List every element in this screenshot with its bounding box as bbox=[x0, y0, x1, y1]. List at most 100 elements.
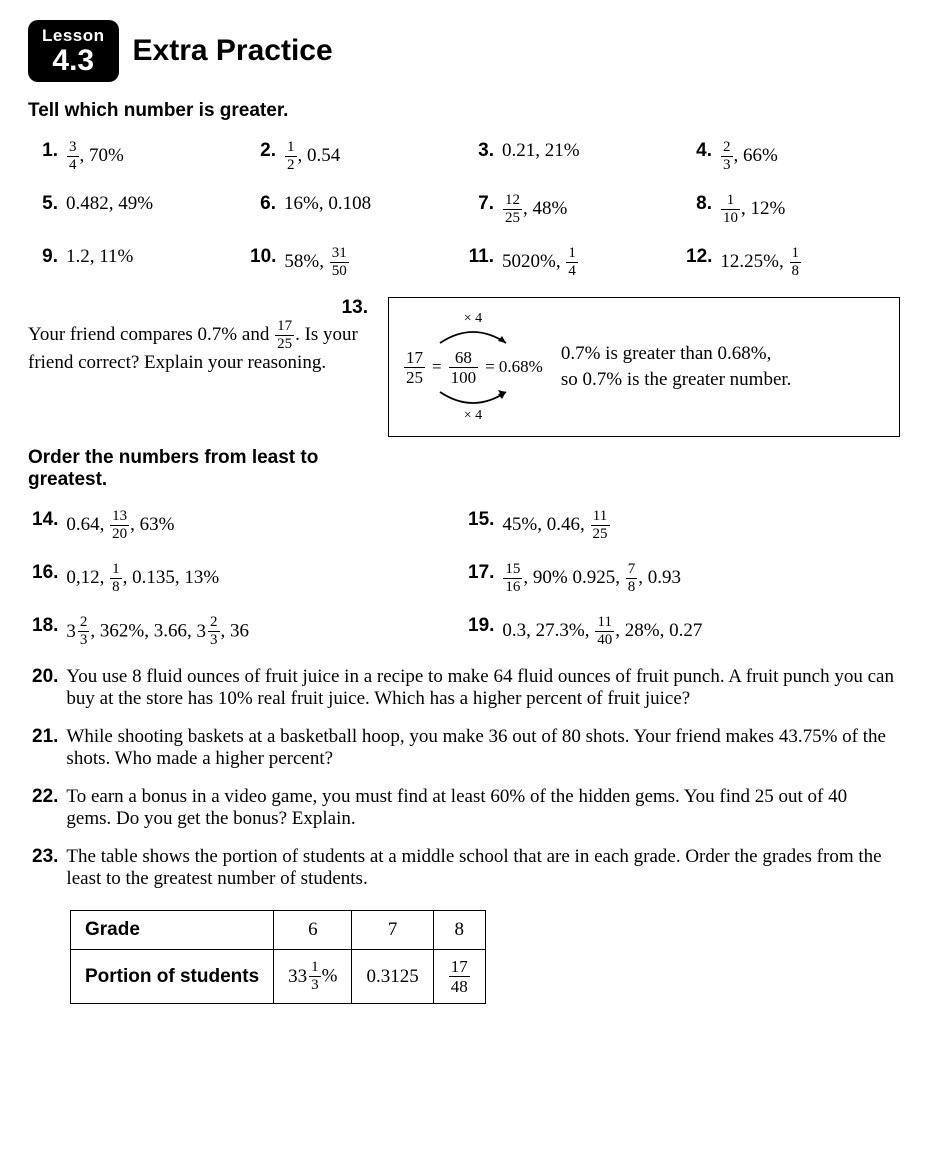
problem-number: 1. bbox=[32, 140, 66, 173]
problem-number: 15. bbox=[468, 509, 502, 542]
problem-text: 0.482, 49% bbox=[66, 193, 242, 226]
problem: 10.58%, 3150 bbox=[246, 236, 464, 289]
lesson-number: 4.3 bbox=[42, 46, 105, 76]
problem-text: 34, 70% bbox=[66, 140, 242, 173]
problem: 12.12.25%, 18 bbox=[682, 236, 900, 289]
problem-13-work-box: × 4 1725 = 68100 = 0.68% × 4 0.7% is gre… bbox=[388, 297, 900, 437]
problem-number: 4. bbox=[686, 140, 720, 173]
word-problem: 20.You use 8 fluid ounces of fruit juice… bbox=[28, 658, 900, 718]
problem: 6.16%, 0.108 bbox=[246, 183, 464, 236]
problem-text: The table shows the portion of students … bbox=[66, 846, 896, 890]
word-problems: 20.You use 8 fluid ounces of fruit juice… bbox=[28, 658, 900, 898]
grade-portion-table: Grade 6 7 8 Portion of students 3313% 0.… bbox=[70, 910, 486, 1004]
problem-text: You use 8 fluid ounces of fruit juice in… bbox=[66, 666, 896, 710]
problem-text: 1516, 90% 0.925, 78, 0.93 bbox=[502, 562, 896, 595]
problem: 5.0.482, 49% bbox=[28, 183, 246, 236]
problem-number: 5. bbox=[32, 193, 66, 226]
section1-instruction: Tell which number is greater. bbox=[28, 100, 900, 122]
problem-number: 12. bbox=[686, 246, 720, 279]
problem: 14.0.64, 1320, 63% bbox=[28, 499, 464, 552]
problem: 4.23, 66% bbox=[682, 130, 900, 183]
problem-number: 8. bbox=[686, 193, 720, 226]
table-cell: 1748 bbox=[433, 950, 485, 1004]
arrow-bottom-icon bbox=[428, 390, 518, 408]
work-equation-column: × 4 1725 = 68100 = 0.68% × 4 bbox=[403, 311, 543, 424]
word-problem: 23.The table shows the portion of studen… bbox=[28, 838, 900, 898]
problem-text: 1.2, 11% bbox=[66, 246, 242, 279]
problem-text: 5020%, 14 bbox=[502, 246, 678, 279]
problem-number: 22. bbox=[32, 786, 66, 830]
problem: 9.1.2, 11% bbox=[28, 236, 246, 289]
table-header-grade: Grade bbox=[71, 911, 274, 950]
problem: 3.0.21, 21% bbox=[464, 130, 682, 183]
problem-number: 10. bbox=[250, 246, 284, 279]
problem-text: 23, 66% bbox=[720, 140, 896, 173]
problem: 16.0,12, 18, 0.135, 13% bbox=[28, 552, 464, 605]
table-cell: 6 bbox=[274, 911, 352, 950]
section2-problems: 14.0.64, 1320, 63%15.45%, 0.46, 112516.0… bbox=[28, 499, 900, 658]
problem-number: 23. bbox=[32, 846, 66, 890]
table-row: Portion of students 3313% 0.3125 1748 bbox=[71, 950, 486, 1004]
problem-text: 110, 12% bbox=[720, 193, 896, 226]
table-row: Grade 6 7 8 bbox=[71, 911, 486, 950]
table-cell: 0.3125 bbox=[352, 950, 433, 1004]
problem-text: 16%, 0.108 bbox=[284, 193, 460, 226]
equals-1: = bbox=[432, 357, 442, 377]
problem-text: 0.21, 21% bbox=[502, 140, 678, 173]
problem-text: 0.64, 1320, 63% bbox=[66, 509, 460, 542]
problem-number: 18. bbox=[32, 615, 66, 648]
problem-number: 17. bbox=[468, 562, 502, 595]
problem: 11.5020%, 14 bbox=[464, 236, 682, 289]
fraction-left: 1725 bbox=[404, 349, 425, 386]
problem-number: 3. bbox=[468, 140, 502, 173]
page-title: Extra Practice bbox=[133, 34, 333, 68]
problem-13: 13. Your friend compares 0.7% and 1725. … bbox=[28, 297, 388, 374]
problem-number: 21. bbox=[32, 726, 66, 770]
table-cell: 3313% bbox=[274, 950, 352, 1004]
arrow-top-icon bbox=[428, 327, 518, 345]
problem: 17.1516, 90% 0.925, 78, 0.93 bbox=[464, 552, 900, 605]
problem: 19.0.3, 27.3%, 1140, 28%, 0.27 bbox=[464, 605, 900, 658]
fraction-mid: 68100 bbox=[449, 349, 479, 386]
problem-text: While shooting baskets at a basketball h… bbox=[66, 726, 896, 770]
problem: 1.34, 70% bbox=[28, 130, 246, 183]
problem-number: 7. bbox=[468, 193, 502, 226]
problem: 18.323, 362%, 3.66, 323, 36 bbox=[28, 605, 464, 658]
problem: 2.12, 0.54 bbox=[246, 130, 464, 183]
problem-number: 2. bbox=[250, 140, 284, 173]
problem-number: 19. bbox=[468, 615, 502, 648]
section2-instruction: Order the numbers from least to greatest… bbox=[28, 447, 388, 491]
equals-result: = 0.68% bbox=[485, 357, 543, 377]
problem: 15.45%, 0.46, 1125 bbox=[464, 499, 900, 552]
section1-problems: 1.34, 70%2.12, 0.543.0.21, 21%4.23, 66% 5… bbox=[28, 130, 900, 289]
problem-text: 12, 0.54 bbox=[284, 140, 460, 173]
table-header-portion: Portion of students bbox=[71, 950, 274, 1004]
problem-number: 6. bbox=[250, 193, 284, 226]
lesson-label: Lesson bbox=[42, 26, 105, 46]
table-cell: 8 bbox=[433, 911, 485, 950]
problem-number: 14. bbox=[32, 509, 66, 542]
explanation-line-1: 0.7% is greater than 0.68%, bbox=[561, 341, 792, 367]
problem-number: 9. bbox=[32, 246, 66, 279]
problem-number: 11. bbox=[468, 246, 502, 279]
problem-number: 16. bbox=[32, 562, 66, 595]
problem-13-row: 13. Your friend compares 0.7% and 1725. … bbox=[28, 297, 900, 437]
worksheet-header: Lesson 4.3 Extra Practice bbox=[28, 20, 900, 82]
word-problem: 22.To earn a bonus in a video game, you … bbox=[28, 778, 900, 838]
multiply-label-top: × 4 bbox=[464, 311, 482, 327]
word-problem: 21.While shooting baskets at a basketbal… bbox=[28, 718, 900, 778]
problem-text: 1225, 48% bbox=[502, 193, 678, 226]
problem-text: Your friend compares 0.7% and 1725. Is y… bbox=[28, 319, 376, 374]
problem-number: 13. bbox=[28, 297, 376, 319]
problem-text: 323, 362%, 3.66, 323, 36 bbox=[66, 615, 460, 648]
problem-text: 45%, 0.46, 1125 bbox=[502, 509, 896, 542]
problem-number: 20. bbox=[32, 666, 66, 710]
table-cell: 7 bbox=[352, 911, 433, 950]
multiply-label-bottom: × 4 bbox=[464, 408, 482, 424]
explanation-line-2: so 0.7% is the greater number. bbox=[561, 367, 792, 393]
problem-text: 12.25%, 18 bbox=[720, 246, 896, 279]
explanation-text: 0.7% is greater than 0.68%, so 0.7% is t… bbox=[561, 341, 792, 392]
problem-text: To earn a bonus in a video game, you mus… bbox=[66, 786, 896, 830]
problem-text: 0,12, 18, 0.135, 13% bbox=[66, 562, 460, 595]
problem: 7.1225, 48% bbox=[464, 183, 682, 236]
